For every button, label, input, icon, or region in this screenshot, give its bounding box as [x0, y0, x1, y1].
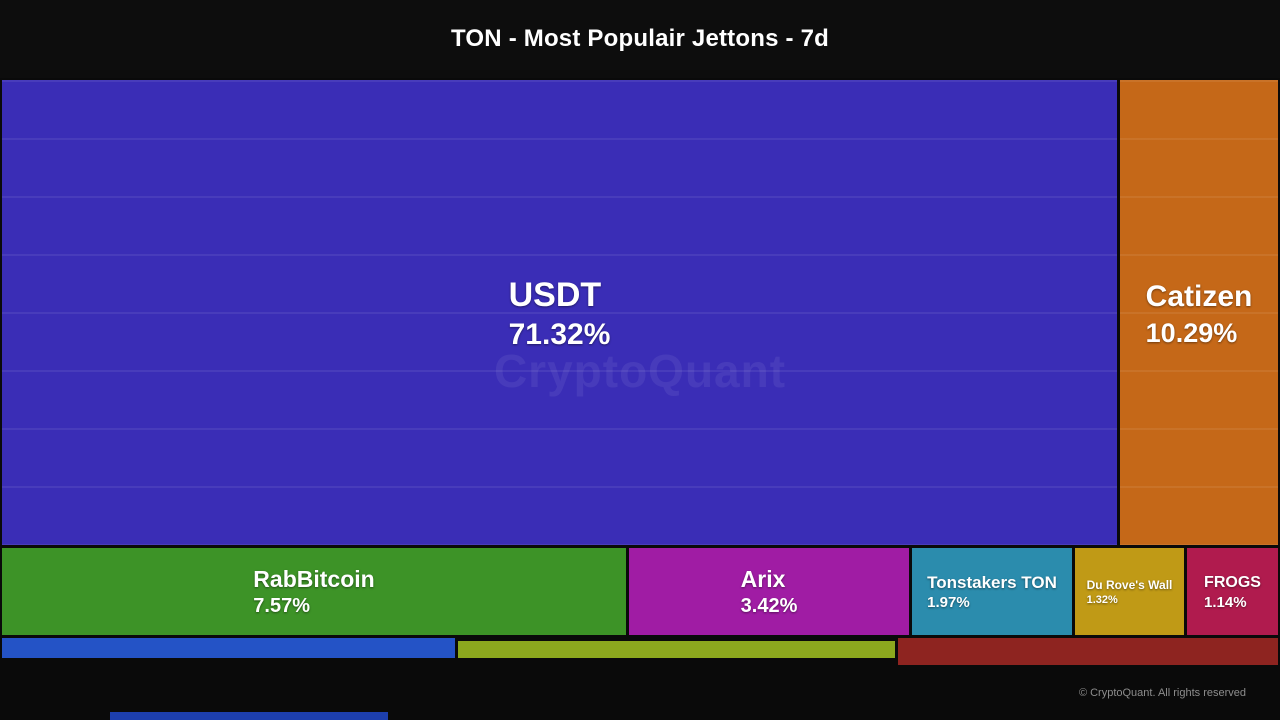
- block-label: Arix 3.42%: [629, 548, 909, 635]
- chart-header: TON - Most Populair Jettons - 7d: [0, 0, 1280, 78]
- block-name: USDT: [508, 275, 602, 314]
- chart-title: TON - Most Populair Jettons - 7d: [451, 25, 829, 52]
- copyright-text: © CryptoQuant. All rights reserved: [1078, 687, 1246, 699]
- block-label: Tonstakers TON 1.97%: [912, 548, 1072, 635]
- block-percent: 1.97%: [927, 594, 970, 612]
- block-label: RabBitcoin 7.57%: [2, 548, 626, 635]
- treemap-block-tonstakers-ton: Tonstakers TON 1.97%: [912, 548, 1072, 635]
- block-percent: 71.32%: [508, 318, 611, 352]
- block-name: Tonstakers TON: [927, 572, 1057, 592]
- treemap-block-arix: Arix 3.42%: [629, 548, 909, 635]
- block-percent: 10.29%: [1145, 318, 1238, 348]
- block-name: Catizen: [1145, 280, 1253, 313]
- block-percent: 3.42%: [740, 594, 798, 617]
- block-label: Du Rove's Wall 1.32%: [1075, 548, 1184, 635]
- block-percent: 7.57%: [253, 594, 311, 617]
- block-label: Catizen 10.29%: [1120, 80, 1278, 545]
- treemap-block-rabbitcoin: RabBitcoin 7.57%: [2, 548, 626, 635]
- block-name: FROGS: [1204, 573, 1261, 591]
- bottom-blue-bar: [110, 712, 388, 720]
- treemap-strip-blue: [2, 638, 455, 658]
- block-label: FROGS 1.14%: [1187, 548, 1278, 635]
- block-name: RabBitcoin: [253, 566, 375, 593]
- block-label: USDT 71.32%: [2, 80, 1117, 545]
- treemap-block-usdt: USDT 71.32%: [2, 80, 1117, 545]
- treemap-strip-darkred: [898, 638, 1278, 665]
- block-percent: 1.32%: [1086, 593, 1118, 606]
- treemap-block-catizen: Catizen 10.29%: [1120, 80, 1278, 545]
- block-percent: 1.14%: [1204, 594, 1247, 612]
- block-name: Arix: [740, 566, 786, 593]
- treemap-strip-olive: [458, 641, 895, 658]
- block-name: Du Rove's Wall: [1086, 578, 1173, 593]
- treemap-block-frogs: FROGS 1.14%: [1187, 548, 1278, 635]
- treemap-block-du-roves-wall: Du Rove's Wall 1.32%: [1075, 548, 1184, 635]
